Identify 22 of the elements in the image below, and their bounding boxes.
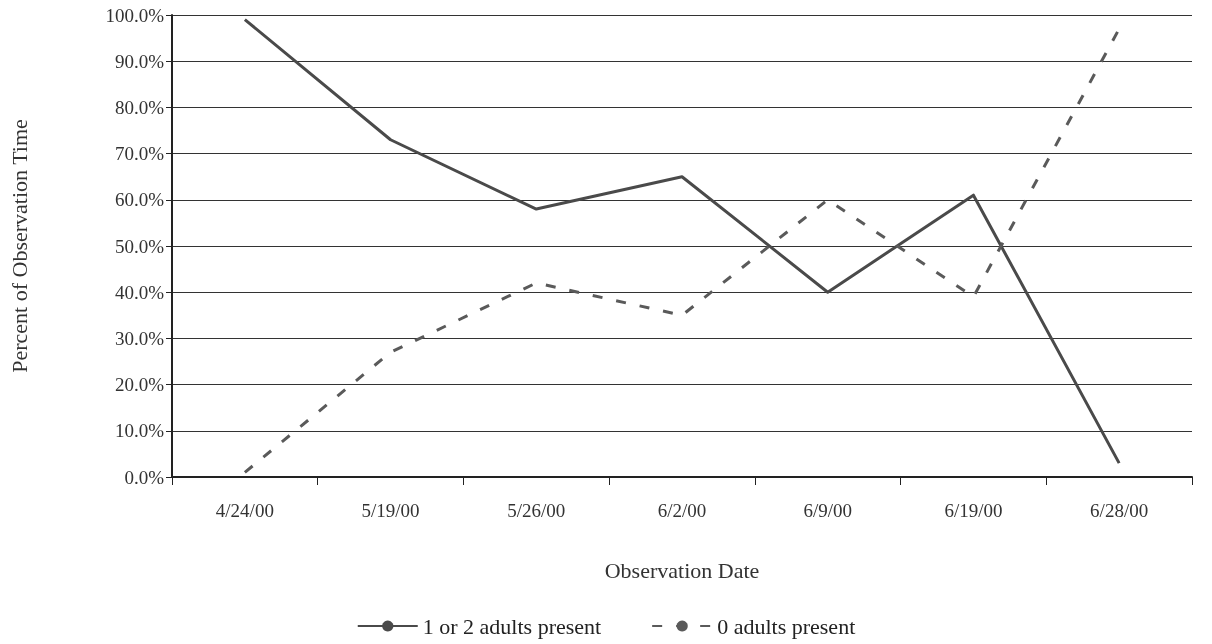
- y-tick-label: 60.0%: [114, 189, 165, 211]
- y-tick-label: 10.0%: [114, 420, 165, 442]
- y-tick-label: 90.0%: [114, 50, 165, 72]
- x-tick-label: 6/9/00: [803, 500, 852, 521]
- x-tick-label: 5/26/00: [507, 500, 566, 521]
- x-tick-label: 5/19/00: [361, 500, 420, 521]
- y-tick-label: 40.0%: [114, 281, 165, 303]
- y-tick-label: 80.0%: [114, 96, 165, 118]
- y-tick-label: 100.0%: [105, 4, 165, 26]
- y-tick-label: 30.0%: [114, 327, 165, 349]
- y-tick-label: 0.0%: [124, 466, 165, 488]
- legend-label: 0 adults present: [717, 613, 856, 639]
- y-tick-label: 70.0%: [114, 143, 165, 165]
- x-tick-label: 6/19/00: [944, 500, 1003, 521]
- x-tick-label: 4/24/00: [215, 500, 274, 521]
- legend-label: 1 or 2 adults present: [422, 613, 602, 639]
- y-tick-label: 50.0%: [114, 235, 165, 257]
- x-axis-title: Observation Date: [604, 557, 760, 583]
- y-axis-title: Percent of Observation Time: [6, 119, 32, 373]
- x-tick-label: 6/28/00: [1090, 500, 1149, 521]
- x-tick-label: 6/2/00: [657, 500, 707, 521]
- y-tick-label: 20.0%: [114, 374, 165, 396]
